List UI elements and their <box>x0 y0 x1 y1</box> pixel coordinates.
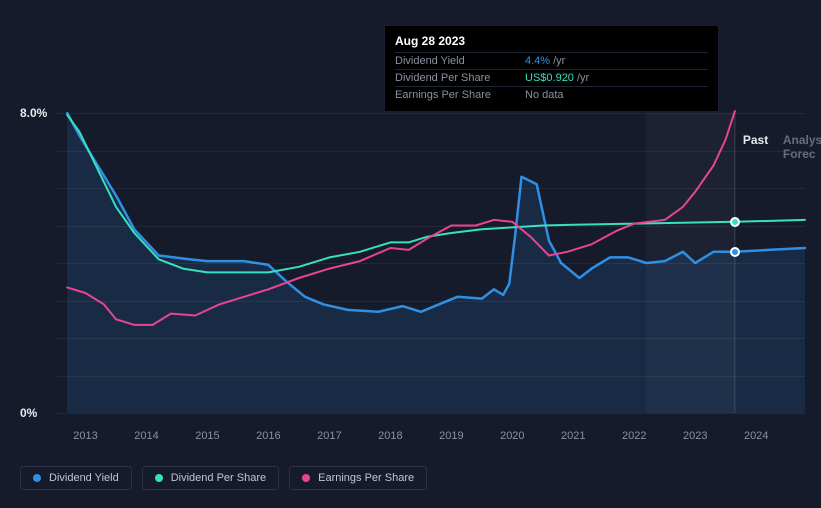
tooltip-value: 4.4% <box>525 55 550 67</box>
series-marker <box>730 247 740 257</box>
legend-dot-icon <box>33 474 41 482</box>
x-tick-label: 2021 <box>561 430 585 442</box>
y-axis-min-label: 0% <box>20 406 37 420</box>
gridline <box>55 301 805 302</box>
x-tick-label: 2013 <box>73 430 97 442</box>
tooltip-row: Dividend Yield4.4%/yr <box>395 52 708 69</box>
tooltip-value: US$0.920 <box>525 72 574 84</box>
x-tick-label: 2015 <box>195 430 219 442</box>
gridline <box>55 338 805 339</box>
tooltip-row: Earnings Per ShareNo data <box>395 86 708 103</box>
legend-item[interactable]: Earnings Per Share <box>289 466 427 490</box>
x-tick-label: 2019 <box>439 430 463 442</box>
x-tick-label: 2023 <box>683 430 707 442</box>
gridline <box>55 113 805 114</box>
gridline <box>55 376 805 377</box>
tooltip-key: Earnings Per Share <box>395 89 525 101</box>
gridline <box>55 151 805 152</box>
gridline <box>55 263 805 264</box>
x-tick-label: 2014 <box>134 430 158 442</box>
x-axis-labels: 2013 2014 2015 2016 2017 2018 2019 2020 2021 2022… <box>55 430 805 450</box>
x-tick-label: 2017 <box>317 430 341 442</box>
hover-tooltip: Aug 28 2023 Dividend Yield4.4%/yrDividen… <box>384 25 719 112</box>
legend-label: Earnings Per Share <box>318 472 414 484</box>
tooltip-unit: /yr <box>553 55 565 67</box>
gridline <box>55 226 805 227</box>
y-axis-max-label: 8.0% <box>20 106 47 120</box>
tooltip-row: Dividend Per ShareUS$0.920/yr <box>395 69 708 86</box>
legend-dot-icon <box>155 474 163 482</box>
gridline <box>55 188 805 189</box>
legend-label: Dividend Yield <box>49 472 119 484</box>
tooltip-key: Dividend Yield <box>395 55 525 67</box>
x-tick-label: 2018 <box>378 430 402 442</box>
forecast-label: Analysts Forec <box>783 133 821 161</box>
dividend-chart: 8.0% 0% 2013 2014 2015 2016 2017 2018 2019 2020… <box>0 0 821 508</box>
series-marker <box>730 217 740 227</box>
legend-item[interactable]: Dividend Yield <box>20 466 132 490</box>
legend-label: Dividend Per Share <box>171 472 266 484</box>
legend-dot-icon <box>302 474 310 482</box>
x-tick-label: 2020 <box>500 430 524 442</box>
legend-item[interactable]: Dividend Per Share <box>142 466 279 490</box>
tooltip-value: No data <box>525 89 564 101</box>
tooltip-key: Dividend Per Share <box>395 72 525 84</box>
tooltip-unit: /yr <box>577 72 589 84</box>
plot-area[interactable] <box>55 113 805 413</box>
gridline <box>55 413 805 414</box>
tooltip-date: Aug 28 2023 <box>395 32 708 52</box>
tooltip-rows: Dividend Yield4.4%/yrDividend Per ShareU… <box>395 52 708 103</box>
past-label: Past <box>743 133 768 147</box>
x-tick-label: 2022 <box>622 430 646 442</box>
legend: Dividend Yield Dividend Per Share Earnings… <box>20 466 427 490</box>
x-tick-label: 2016 <box>256 430 280 442</box>
x-tick-label: 2024 <box>744 430 768 442</box>
